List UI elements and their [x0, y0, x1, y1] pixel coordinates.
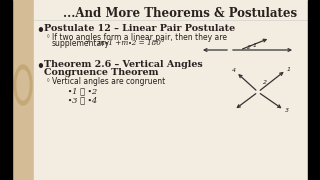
Text: 2: 2: [263, 80, 267, 85]
Text: 4: 4: [232, 68, 236, 73]
Ellipse shape: [14, 65, 32, 105]
Text: ◦: ◦: [46, 33, 51, 41]
Text: ◦: ◦: [46, 77, 51, 85]
Text: 3: 3: [285, 108, 289, 113]
Bar: [34, 0, 308, 180]
Text: •: •: [36, 24, 44, 37]
Text: •: •: [36, 60, 44, 73]
Text: Vertical angles are congruent: Vertical angles are congruent: [52, 77, 165, 86]
Text: ∙1 ≅ ∙2: ∙1 ≅ ∙2: [68, 87, 97, 95]
Bar: [0, 0, 12, 180]
Text: 1: 1: [287, 67, 291, 72]
Ellipse shape: [17, 70, 29, 100]
Text: Congruence Theorem: Congruence Theorem: [44, 68, 158, 77]
Bar: [308, 0, 320, 180]
Text: Theorem 2.6 – Vertical Angles: Theorem 2.6 – Vertical Angles: [44, 60, 203, 69]
Text: ...And More Theorems & Postulates: ...And More Theorems & Postulates: [63, 7, 297, 20]
Text: 1: 1: [253, 43, 257, 48]
Text: m∙1 +m∙2 = 180°: m∙1 +m∙2 = 180°: [98, 39, 164, 47]
Text: Postulate 12 – Linear Pair Postulate: Postulate 12 – Linear Pair Postulate: [44, 24, 235, 33]
Text: supplementary: supplementary: [52, 39, 110, 48]
Text: If two angles form a linear pair, then they are: If two angles form a linear pair, then t…: [52, 33, 227, 42]
Bar: [12, 0, 34, 180]
Text: ∙3 ≅ ∙4: ∙3 ≅ ∙4: [68, 96, 97, 104]
Text: 2: 2: [247, 45, 251, 50]
